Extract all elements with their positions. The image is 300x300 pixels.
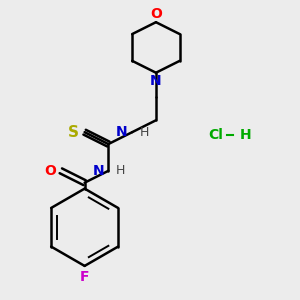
Text: H: H — [140, 126, 149, 139]
Text: O: O — [150, 7, 162, 21]
Text: H: H — [116, 164, 125, 177]
Text: O: O — [44, 164, 56, 178]
Text: Cl: Cl — [208, 128, 223, 142]
Text: F: F — [80, 270, 89, 284]
Text: H: H — [239, 128, 251, 142]
Text: S: S — [68, 125, 79, 140]
Text: N: N — [116, 125, 128, 139]
Text: N: N — [92, 164, 104, 178]
Text: N: N — [150, 74, 162, 88]
